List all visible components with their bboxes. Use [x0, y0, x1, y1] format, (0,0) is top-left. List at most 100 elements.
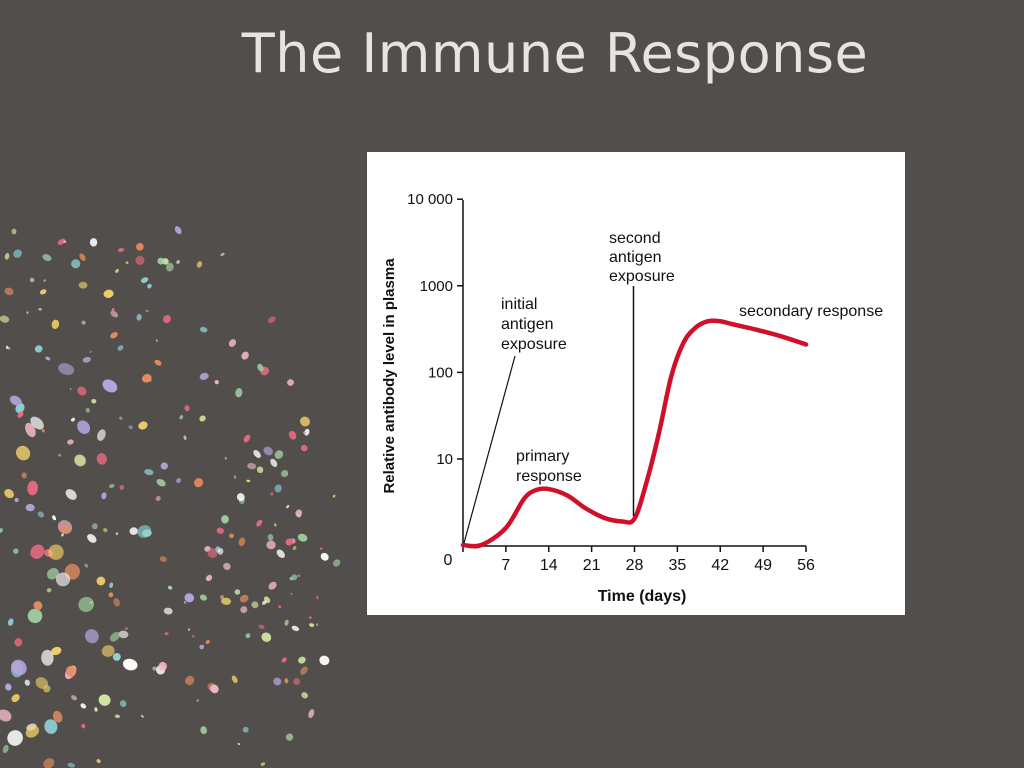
y-tick-label: 10 000 — [407, 191, 453, 208]
confetti-dot — [109, 582, 114, 588]
confetti-dot — [48, 544, 64, 560]
confetti-dot — [293, 678, 301, 685]
confetti-dot — [140, 714, 144, 718]
confetti-dot — [81, 723, 86, 729]
confetti-dot — [286, 504, 290, 509]
confetti-dot — [287, 379, 294, 386]
confetti-dot — [320, 552, 329, 561]
confetti-dot — [184, 405, 190, 412]
confetti-dot — [55, 572, 71, 587]
confetti-dot — [108, 592, 114, 598]
confetti-dot — [29, 277, 35, 283]
confetti-dot — [103, 528, 108, 533]
confetti-dot — [17, 411, 24, 418]
confetti-dot — [192, 634, 195, 638]
confetti-dot — [237, 742, 241, 746]
confetti-dot — [136, 314, 142, 321]
confetti-dot — [270, 458, 278, 468]
x-tick-label: 14 — [540, 557, 558, 574]
confetti-dot — [52, 710, 63, 723]
confetti-dot — [11, 659, 27, 676]
confetti-dot — [174, 226, 182, 235]
confetti-dot — [85, 629, 99, 644]
confetti-dot — [228, 339, 237, 347]
confetti-dot — [144, 469, 154, 476]
confetti-dot — [199, 644, 205, 650]
confetti-dot — [80, 703, 87, 709]
confetti-dot — [89, 350, 93, 354]
confetti-dot — [26, 311, 29, 314]
confetti-dot — [270, 492, 274, 496]
confetti-dot — [273, 677, 282, 686]
confetti-dot — [102, 379, 118, 393]
confetti-dot — [94, 707, 98, 712]
confetti-dot — [78, 281, 88, 289]
confetti-dot — [274, 450, 284, 459]
x-tick-label: 21 — [583, 557, 601, 574]
confetti-dot — [199, 372, 209, 380]
confetti-dot — [114, 714, 120, 719]
confetti-dot — [91, 523, 98, 530]
confetti-dot — [163, 315, 171, 324]
confetti-dot — [30, 416, 44, 430]
confetti-dot — [2, 744, 9, 754]
confetti-dot — [140, 277, 149, 283]
confetti-dot — [301, 692, 309, 699]
confetti-dot — [179, 414, 184, 420]
confetti-dot — [267, 316, 276, 323]
confetti-dot — [109, 631, 121, 642]
confetti-dot — [309, 623, 315, 628]
confetti-dot — [115, 268, 119, 273]
confetti-dot — [115, 532, 119, 535]
confetti-dot — [304, 428, 310, 436]
antibody-curve — [460, 318, 809, 549]
confetti-dot — [124, 627, 128, 631]
confetti-dot — [199, 415, 206, 422]
confetti-dot — [43, 758, 55, 768]
confetti-dot — [246, 479, 251, 483]
confetti-dot — [77, 386, 87, 396]
confetti-dot — [242, 726, 249, 733]
y-ticks: 10 100 1000 10 000 — [407, 191, 463, 468]
confetti-dot — [199, 594, 208, 601]
confetti-dot — [196, 699, 200, 702]
confetti-dot — [119, 700, 127, 708]
confetti-dot — [118, 630, 129, 639]
confetti-dot — [135, 255, 145, 265]
confetti-dot — [214, 379, 219, 385]
confetti-dot — [285, 733, 294, 741]
confetti-dot — [27, 608, 43, 624]
confetti-dot — [91, 398, 97, 404]
confetti-dot — [78, 596, 95, 612]
confetti-dot — [11, 228, 17, 235]
confetti-dot — [25, 422, 36, 438]
confetti-dot — [261, 600, 267, 605]
confetti-dot — [223, 562, 231, 570]
confetti-dot — [207, 548, 218, 558]
confetti-dot — [258, 624, 265, 629]
y-tick-label: 1000 — [420, 278, 453, 295]
confetti-dot — [332, 494, 336, 498]
confetti-dot — [184, 593, 195, 603]
confetti-dot — [154, 359, 162, 366]
confetti-dot — [160, 462, 168, 470]
confetti-dot — [65, 489, 77, 500]
confetti-dot — [70, 417, 76, 422]
confetti-dot — [57, 238, 66, 245]
annotation-second-exposure: second antigen exposure — [609, 230, 675, 285]
confetti-dot — [8, 347, 11, 350]
confetti-dot — [285, 538, 294, 546]
confetti-dot — [0, 709, 12, 722]
confetti-dot — [224, 456, 227, 460]
confetti-dot — [176, 478, 182, 484]
confetti-dot — [15, 403, 25, 414]
confetti-dot — [260, 762, 266, 766]
confetti-dot — [274, 484, 282, 493]
confetti-dot — [176, 260, 180, 264]
confetti-dot — [27, 480, 38, 496]
confetti-dot — [9, 395, 22, 406]
confetti-dot — [112, 652, 121, 661]
confetti-dot — [42, 254, 52, 262]
slide-title: The Immune Response — [241, 22, 869, 85]
